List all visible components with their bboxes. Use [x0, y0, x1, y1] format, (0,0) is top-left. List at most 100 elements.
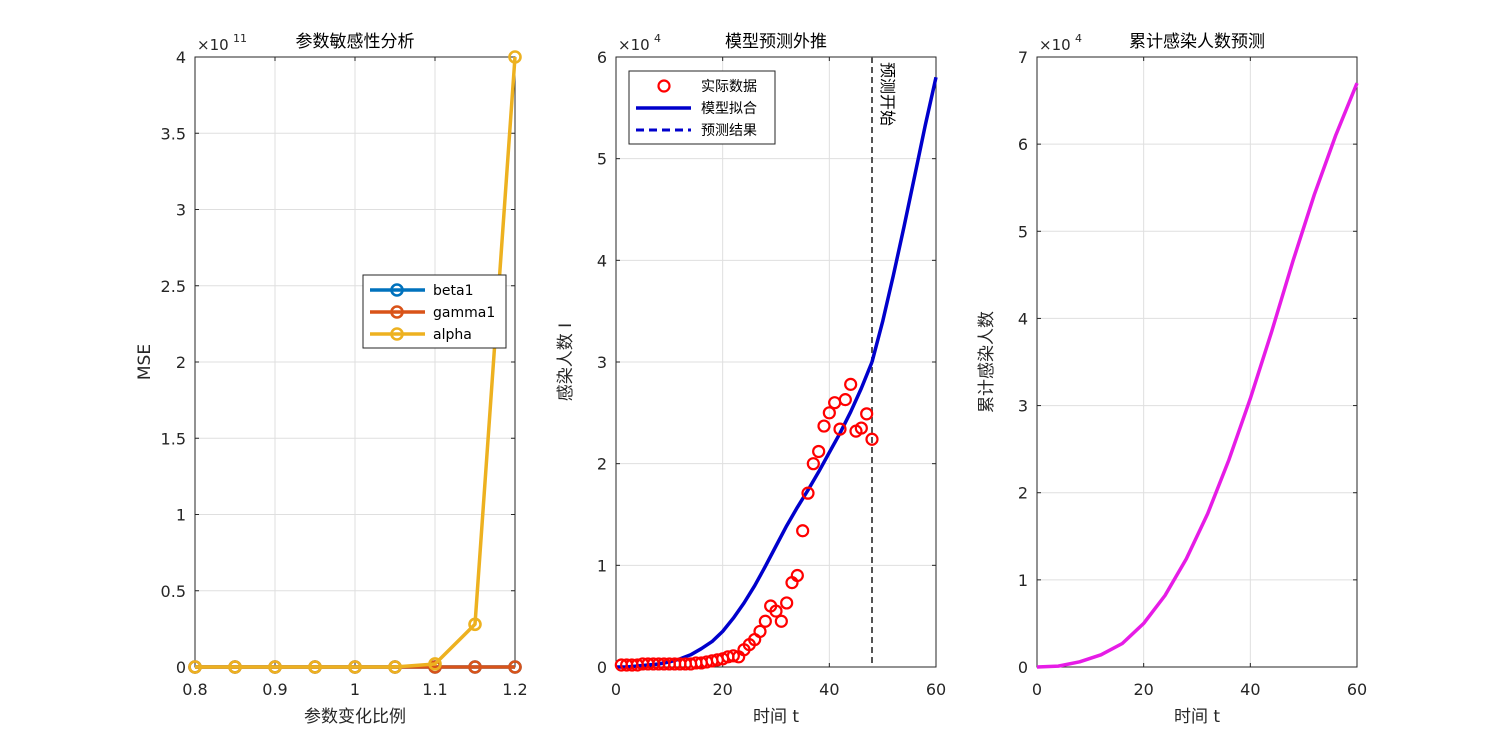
x-tick-label: 40 [819, 680, 839, 699]
observed-point [838, 393, 852, 407]
legend-label: 模型拟合 [701, 101, 757, 117]
y-tick-label: 0 [176, 658, 186, 677]
sensitivity-panel: 0.8 0.9 1 1.1 1.2 0 0.5 1 1.5 2 2.5 3 3.5 4 ×10 11 参数敏感性… [135, 32, 528, 727]
observed-point [796, 524, 810, 538]
series-point-alpha [348, 660, 362, 674]
observed-point [801, 486, 815, 500]
series-point-alpha [508, 50, 522, 64]
series-point-alpha [468, 617, 482, 632]
y-tick-label: 3 [597, 353, 607, 372]
series-point-alpha [188, 660, 202, 674]
observed-point [812, 444, 826, 459]
y-tick-label: 5 [1018, 222, 1028, 241]
y-tick-label: 0.5 [161, 582, 186, 601]
y-exponent-label: ×10 [1039, 36, 1071, 54]
legend-label-beta1: beta1 [433, 283, 473, 299]
x-tick-label: 20 [1133, 680, 1153, 699]
legend-label-gamma1: gamma1 [433, 305, 495, 321]
prediction-line [870, 76, 938, 363]
observed-point [774, 614, 788, 628]
axes-box [1036, 56, 1358, 668]
y-tick-label: 1 [597, 556, 607, 575]
series-point-gamma1 [508, 660, 522, 674]
observed-point [833, 422, 847, 436]
legend-label: 预测结果 [701, 123, 757, 139]
x-tick-label: 1.2 [502, 680, 527, 699]
observed-point [780, 596, 794, 610]
observed-point [790, 568, 804, 583]
observed-point [865, 432, 879, 446]
y-tick-label: 3.5 [161, 124, 186, 143]
x-axis-label: 时间 t [1174, 707, 1220, 727]
chart-title: 累计感染人数预测 [1129, 32, 1265, 52]
x-tick-label: 60 [1347, 680, 1367, 699]
y-tick-label: 4 [597, 251, 607, 270]
y-exponent-label: ×10 [197, 36, 229, 54]
y-tick-label: 4 [1018, 309, 1028, 328]
y-exponent-label: ×10 [618, 36, 650, 54]
x-tick-label: 1 [350, 680, 360, 699]
legend-marker-observed [657, 79, 671, 93]
legend-marker-beta1 [390, 283, 404, 297]
chart-title: 模型预测外推 [725, 32, 827, 52]
observed-point [806, 457, 820, 471]
legend-marker-alpha [390, 327, 404, 341]
y-tick-label: 1 [1018, 571, 1028, 590]
y-exponent-power: 11 [233, 32, 247, 45]
x-tick-label: 20 [712, 680, 732, 699]
series-point-alpha [268, 660, 282, 674]
x-tick-label: 1.1 [422, 680, 447, 699]
y-tick-label: 5 [597, 150, 607, 169]
y-tick-label: 2 [1018, 484, 1028, 503]
y-tick-label: 6 [1018, 135, 1028, 154]
y-axis-label: MSE [135, 344, 155, 380]
y-tick-label: 7 [1018, 48, 1028, 67]
x-tick-label: 0 [1032, 680, 1042, 699]
observed-point [769, 604, 783, 618]
cumulative-line [1036, 82, 1359, 669]
legend-marker-gamma1 [390, 305, 404, 319]
y-exponent-power: 4 [654, 32, 661, 45]
observed-point [822, 406, 836, 420]
y-exponent-power: 4 [1075, 32, 1082, 45]
y-axis-label: 累计感染人数 [977, 311, 997, 413]
y-tick-label: 1.5 [161, 429, 186, 448]
observed-point [758, 614, 772, 628]
y-tick-label: 1 [176, 506, 186, 525]
legend-label: 实际数据 [701, 79, 757, 95]
series-line-alpha [195, 56, 517, 669]
plot-area [1037, 57, 1357, 667]
x-tick-label: 0.9 [262, 680, 287, 699]
y-tick-label: 4 [176, 48, 186, 67]
y-tick-label: 2.5 [161, 277, 186, 296]
observed-point [817, 419, 831, 433]
prediction-start-label: 预测开始 [878, 62, 897, 126]
observed-point [860, 407, 874, 421]
x-tick-label: 0 [611, 680, 621, 699]
x-axis-label: 参数变化比例 [304, 707, 406, 727]
y-tick-label: 6 [597, 48, 607, 67]
x-tick-label: 0.8 [182, 680, 207, 699]
y-tick-label: 2 [176, 353, 186, 372]
series-point-alpha [308, 660, 322, 674]
x-tick-label: 40 [1240, 680, 1260, 699]
series-point-alpha [388, 660, 402, 674]
series-point-alpha [428, 657, 442, 671]
x-axis-label: 时间 t [753, 707, 799, 727]
observed-point [726, 649, 740, 663]
observed-point [753, 624, 767, 639]
y-tick-label: 2 [597, 455, 607, 474]
x-tick-label: 60 [926, 680, 946, 699]
series-point-alpha [228, 660, 242, 674]
y-tick-label: 0 [1018, 658, 1028, 677]
observed-point [854, 421, 868, 435]
observed-point [844, 377, 858, 391]
y-tick-label: 0 [597, 658, 607, 677]
y-axis-label: 感染人数 I [556, 323, 576, 401]
chart-title: 参数敏感性分析 [296, 32, 415, 52]
y-tick-label: 3 [1018, 397, 1028, 416]
series-point-gamma1 [468, 660, 482, 674]
